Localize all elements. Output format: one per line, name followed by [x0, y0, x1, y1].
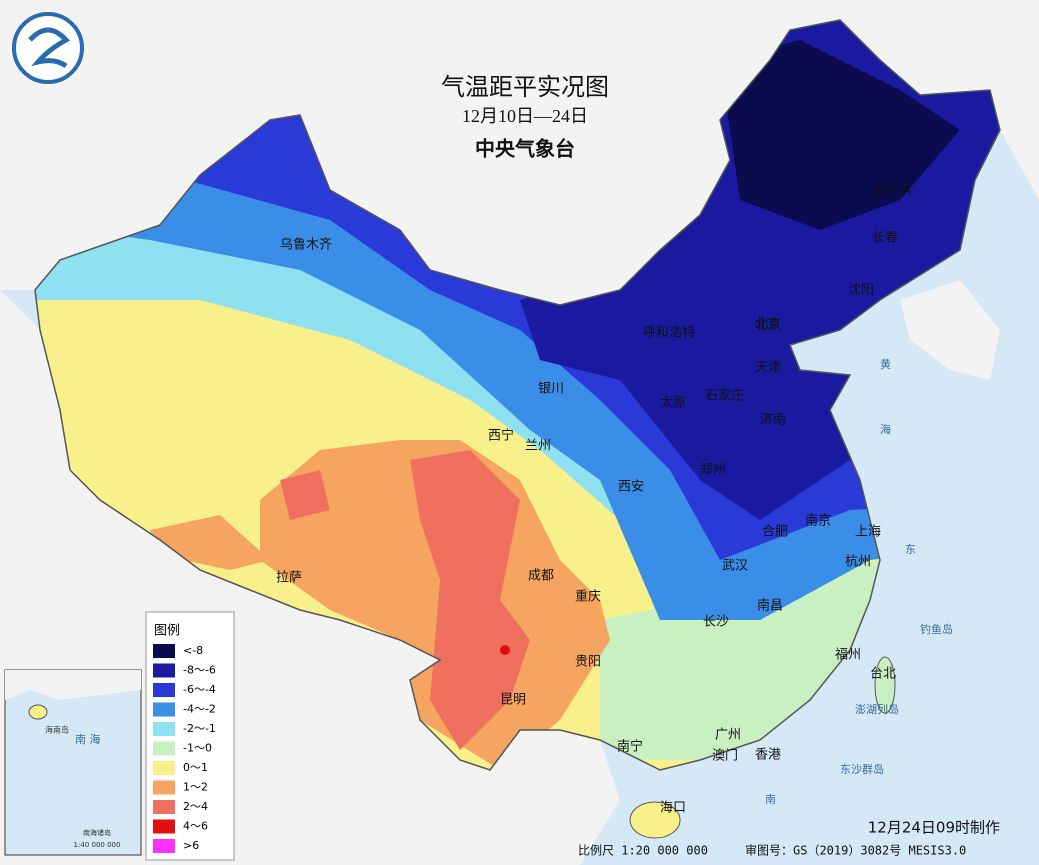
legend-items: <-8 -8～-6 -6～-4 -4～-2 -2～-1 -1～0 0～1 1～2 2～4 4～6 >…: [153, 644, 216, 853]
city-label: 太原: [660, 396, 686, 411]
city-label: 哈尔滨: [873, 182, 912, 198]
legend-label: -4～-2: [183, 703, 216, 716]
inset-label: 海南岛: [45, 725, 69, 735]
city-label: 南京: [805, 513, 831, 529]
logo-mark: [28, 27, 70, 69]
city-label: 重庆: [575, 589, 601, 605]
city-label: 银川: [538, 382, 564, 397]
legend-swatch: [153, 722, 175, 736]
city-label: 南宁: [617, 739, 643, 755]
legend-label: 0～1: [183, 761, 208, 774]
legend-label: -8～-6: [183, 664, 216, 677]
sea-label: 海: [880, 422, 891, 436]
issued-time: 12月24日09时制作: [868, 819, 1000, 837]
city-label: 杭州: [845, 555, 871, 570]
city-label: 呼和浩特: [643, 326, 695, 341]
inset-land: [5, 670, 141, 700]
city-label: 武汉: [722, 559, 748, 574]
city-label: 西安: [618, 480, 644, 495]
city-label: 上海: [855, 525, 881, 540]
scale-text: 比例尺 1:20 000 000: [578, 844, 708, 858]
subtitle: 12月10日—24日: [462, 106, 588, 126]
legend-label: -1～0: [183, 742, 212, 755]
legend-swatch: [153, 644, 175, 658]
island-label: 东沙群岛: [840, 762, 884, 776]
legend-label: 1～2: [183, 781, 208, 794]
city-label: 成都: [528, 569, 554, 584]
city-label: 沈阳: [848, 283, 874, 298]
city-label: 合肥: [762, 525, 788, 540]
logo: [12, 12, 84, 84]
city-label: 香港: [755, 748, 781, 763]
island-label: 钓鱼岛: [920, 622, 953, 636]
city-label: 澳门: [712, 748, 738, 764]
sea-label: 黄: [880, 357, 891, 371]
inset-hainan: [28, 704, 48, 720]
legend-swatch: [153, 800, 175, 814]
sea-label: 南: [765, 793, 776, 806]
legend-swatch: [153, 683, 175, 697]
china-border: [34, 19, 1001, 771]
city-label: 西宁: [488, 428, 514, 444]
legend-label: >6: [183, 839, 199, 852]
neighbor-land: [0, 0, 1039, 305]
inset-label: 南海诸岛: [83, 828, 111, 837]
inset-label: 南 海: [75, 732, 101, 746]
legend-label: -6～-4: [183, 683, 216, 696]
city-label: 福州: [835, 648, 861, 663]
city-label: 天津: [755, 361, 781, 376]
taiwan: [874, 656, 896, 714]
city-label: 北京: [755, 317, 781, 333]
korea: [900, 280, 1000, 380]
legend-swatch: [153, 780, 175, 795]
sea-label: 东: [905, 543, 916, 556]
city-label: 海口: [660, 801, 686, 816]
city-label: 乌鲁木齐: [280, 237, 332, 253]
legend-swatch: [153, 819, 175, 834]
city-label: 济南: [760, 412, 786, 428]
city-label: 长沙: [703, 615, 729, 630]
city-label: 郑州: [700, 463, 726, 478]
legend-label: <-8: [183, 644, 203, 657]
legend-label: 4～6: [183, 820, 208, 833]
legend-label: -2～-1: [183, 722, 216, 735]
city-label: 昆明: [500, 693, 526, 708]
hainan: [629, 801, 681, 839]
city-label: 兰州: [525, 439, 551, 454]
city-label: 台北: [870, 667, 896, 682]
agency: 中央气象台: [475, 137, 575, 161]
city-label: 石家庄: [705, 388, 744, 404]
legend-swatch: [153, 663, 175, 678]
approval-text: 审图号：GS（2019）3082号 MESIS3.0: [745, 843, 966, 858]
island-label: 澎湖列岛: [855, 702, 899, 716]
city-label: 南昌: [757, 598, 783, 614]
inset-label: 1:40 000 000: [74, 841, 121, 849]
legend-swatch: [153, 741, 175, 756]
city-label: 贵阳: [575, 655, 601, 670]
legend-title: 图例: [154, 624, 180, 639]
city-labels: 乌鲁木齐 北京 呼和浩特 天津 石家庄 太原 济南 银川 西宁 兰州 西安 郑州…: [276, 182, 912, 816]
legend-swatch: [153, 761, 175, 775]
title: 气温距平实况图: [441, 73, 609, 101]
city-label: 长春: [872, 231, 898, 246]
city-label: 广州: [715, 728, 741, 743]
inset-box: [4, 669, 142, 856]
sea-labels: 黄 海 东 南 澎湖列岛 东沙群岛 钓鱼岛: [765, 357, 953, 806]
legend-swatch: [153, 702, 175, 717]
legend-label: 2～4: [183, 800, 208, 813]
legend-swatch: [153, 839, 175, 853]
city-label: 拉萨: [276, 571, 302, 586]
